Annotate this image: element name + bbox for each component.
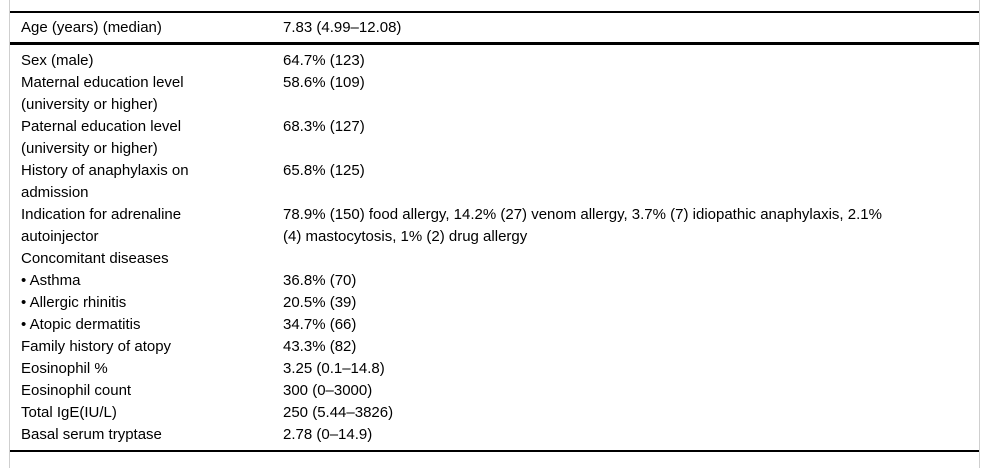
row-label: • Asthma <box>21 272 81 289</box>
row-label: Age (years) (median) <box>21 19 162 36</box>
table-row-allergic-rhinitis: • Allergic rhinitis 20.5% (39) <box>10 292 979 314</box>
row-label: Basal serum tryptase <box>21 426 162 443</box>
table-body: Sex (male) 64.7% (123) Maternal educatio… <box>10 45 979 450</box>
row-value: 7.83 (4.99–12.08) <box>283 19 402 36</box>
row-value: 58.6% (109) <box>283 74 365 91</box>
row-value: 36.8% (70) <box>283 272 357 289</box>
row-label: Paternal education level (university or … <box>21 118 182 157</box>
table-row-concomitant-diseases: Concomitant diseases <box>10 248 979 270</box>
table-row-sex: Sex (male) 64.7% (123) <box>10 50 979 72</box>
table-row-basal-serum-tryptase: Basal serum tryptase 2.78 (0–14.9) <box>10 424 979 446</box>
table-row-maternal-education: Maternal education level (university or … <box>10 72 979 116</box>
row-value: 68.3% (127) <box>283 118 365 135</box>
row-label: Sex (male) <box>21 52 94 69</box>
row-value: 65.8% (125) <box>283 162 365 179</box>
table-header-separator-rule <box>10 42 979 45</box>
row-label: • Allergic rhinitis <box>21 294 127 311</box>
characteristics-table: Age (years) (median) 7.83 (4.99–12.08) S… <box>9 0 980 468</box>
top-margin <box>10 0 979 11</box>
row-label: Family history of atopy <box>21 338 172 355</box>
table-row-adrenaline-indication: Indication for adrenaline autoinjector 7… <box>10 204 979 248</box>
table-row-atopic-dermatitis: • Atopic dermatitis 34.7% (66) <box>10 314 979 336</box>
table-row-total-ige: Total IgE(IU/L) 250 (5.44–3826) <box>10 402 979 424</box>
row-value: 43.3% (82) <box>283 338 357 355</box>
table-row-family-history-atopy: Family history of atopy 43.3% (82) <box>10 336 979 358</box>
table-row-anaphylaxis-history: History of anaphylaxis on admission 65.8… <box>10 160 979 204</box>
row-label: Eosinophil % <box>21 360 108 377</box>
row-value: 20.5% (39) <box>283 294 357 311</box>
row-value: 78.9% (150) food allergy, 14.2% (27) ven… <box>283 206 882 245</box>
row-label: • Atopic dermatitis <box>21 316 141 333</box>
table-bottom-rule <box>10 450 979 452</box>
table-row-eosinophil-percent: Eosinophil % 3.25 (0.1–14.8) <box>10 358 979 380</box>
table-row-paternal-education: Paternal education level (university or … <box>10 116 979 160</box>
row-label: Maternal education level (university or … <box>21 74 184 113</box>
row-label: History of anaphylaxis on admission <box>21 162 189 201</box>
table-row-eosinophil-count: Eosinophil count 300 (0–3000) <box>10 380 979 402</box>
row-value: 250 (5.44–3826) <box>283 404 394 421</box>
table-top-rule <box>10 11 979 13</box>
row-value: 2.78 (0–14.9) <box>283 426 373 443</box>
row-value: 34.7% (66) <box>283 316 357 333</box>
row-label: Eosinophil count <box>21 382 132 399</box>
table-row-age: Age (years) (median) 7.83 (4.99–12.08) <box>10 13 979 42</box>
row-value <box>283 248 979 270</box>
row-label: Concomitant diseases <box>21 250 169 267</box>
row-value: 300 (0–3000) <box>283 382 373 399</box>
row-label: Total IgE(IU/L) <box>21 404 117 421</box>
row-value: 64.7% (123) <box>283 52 365 69</box>
table-row-asthma: • Asthma 36.8% (70) <box>10 270 979 292</box>
row-value: 3.25 (0.1–14.8) <box>283 360 385 377</box>
row-label: Indication for adrenaline autoinjector <box>21 206 182 245</box>
